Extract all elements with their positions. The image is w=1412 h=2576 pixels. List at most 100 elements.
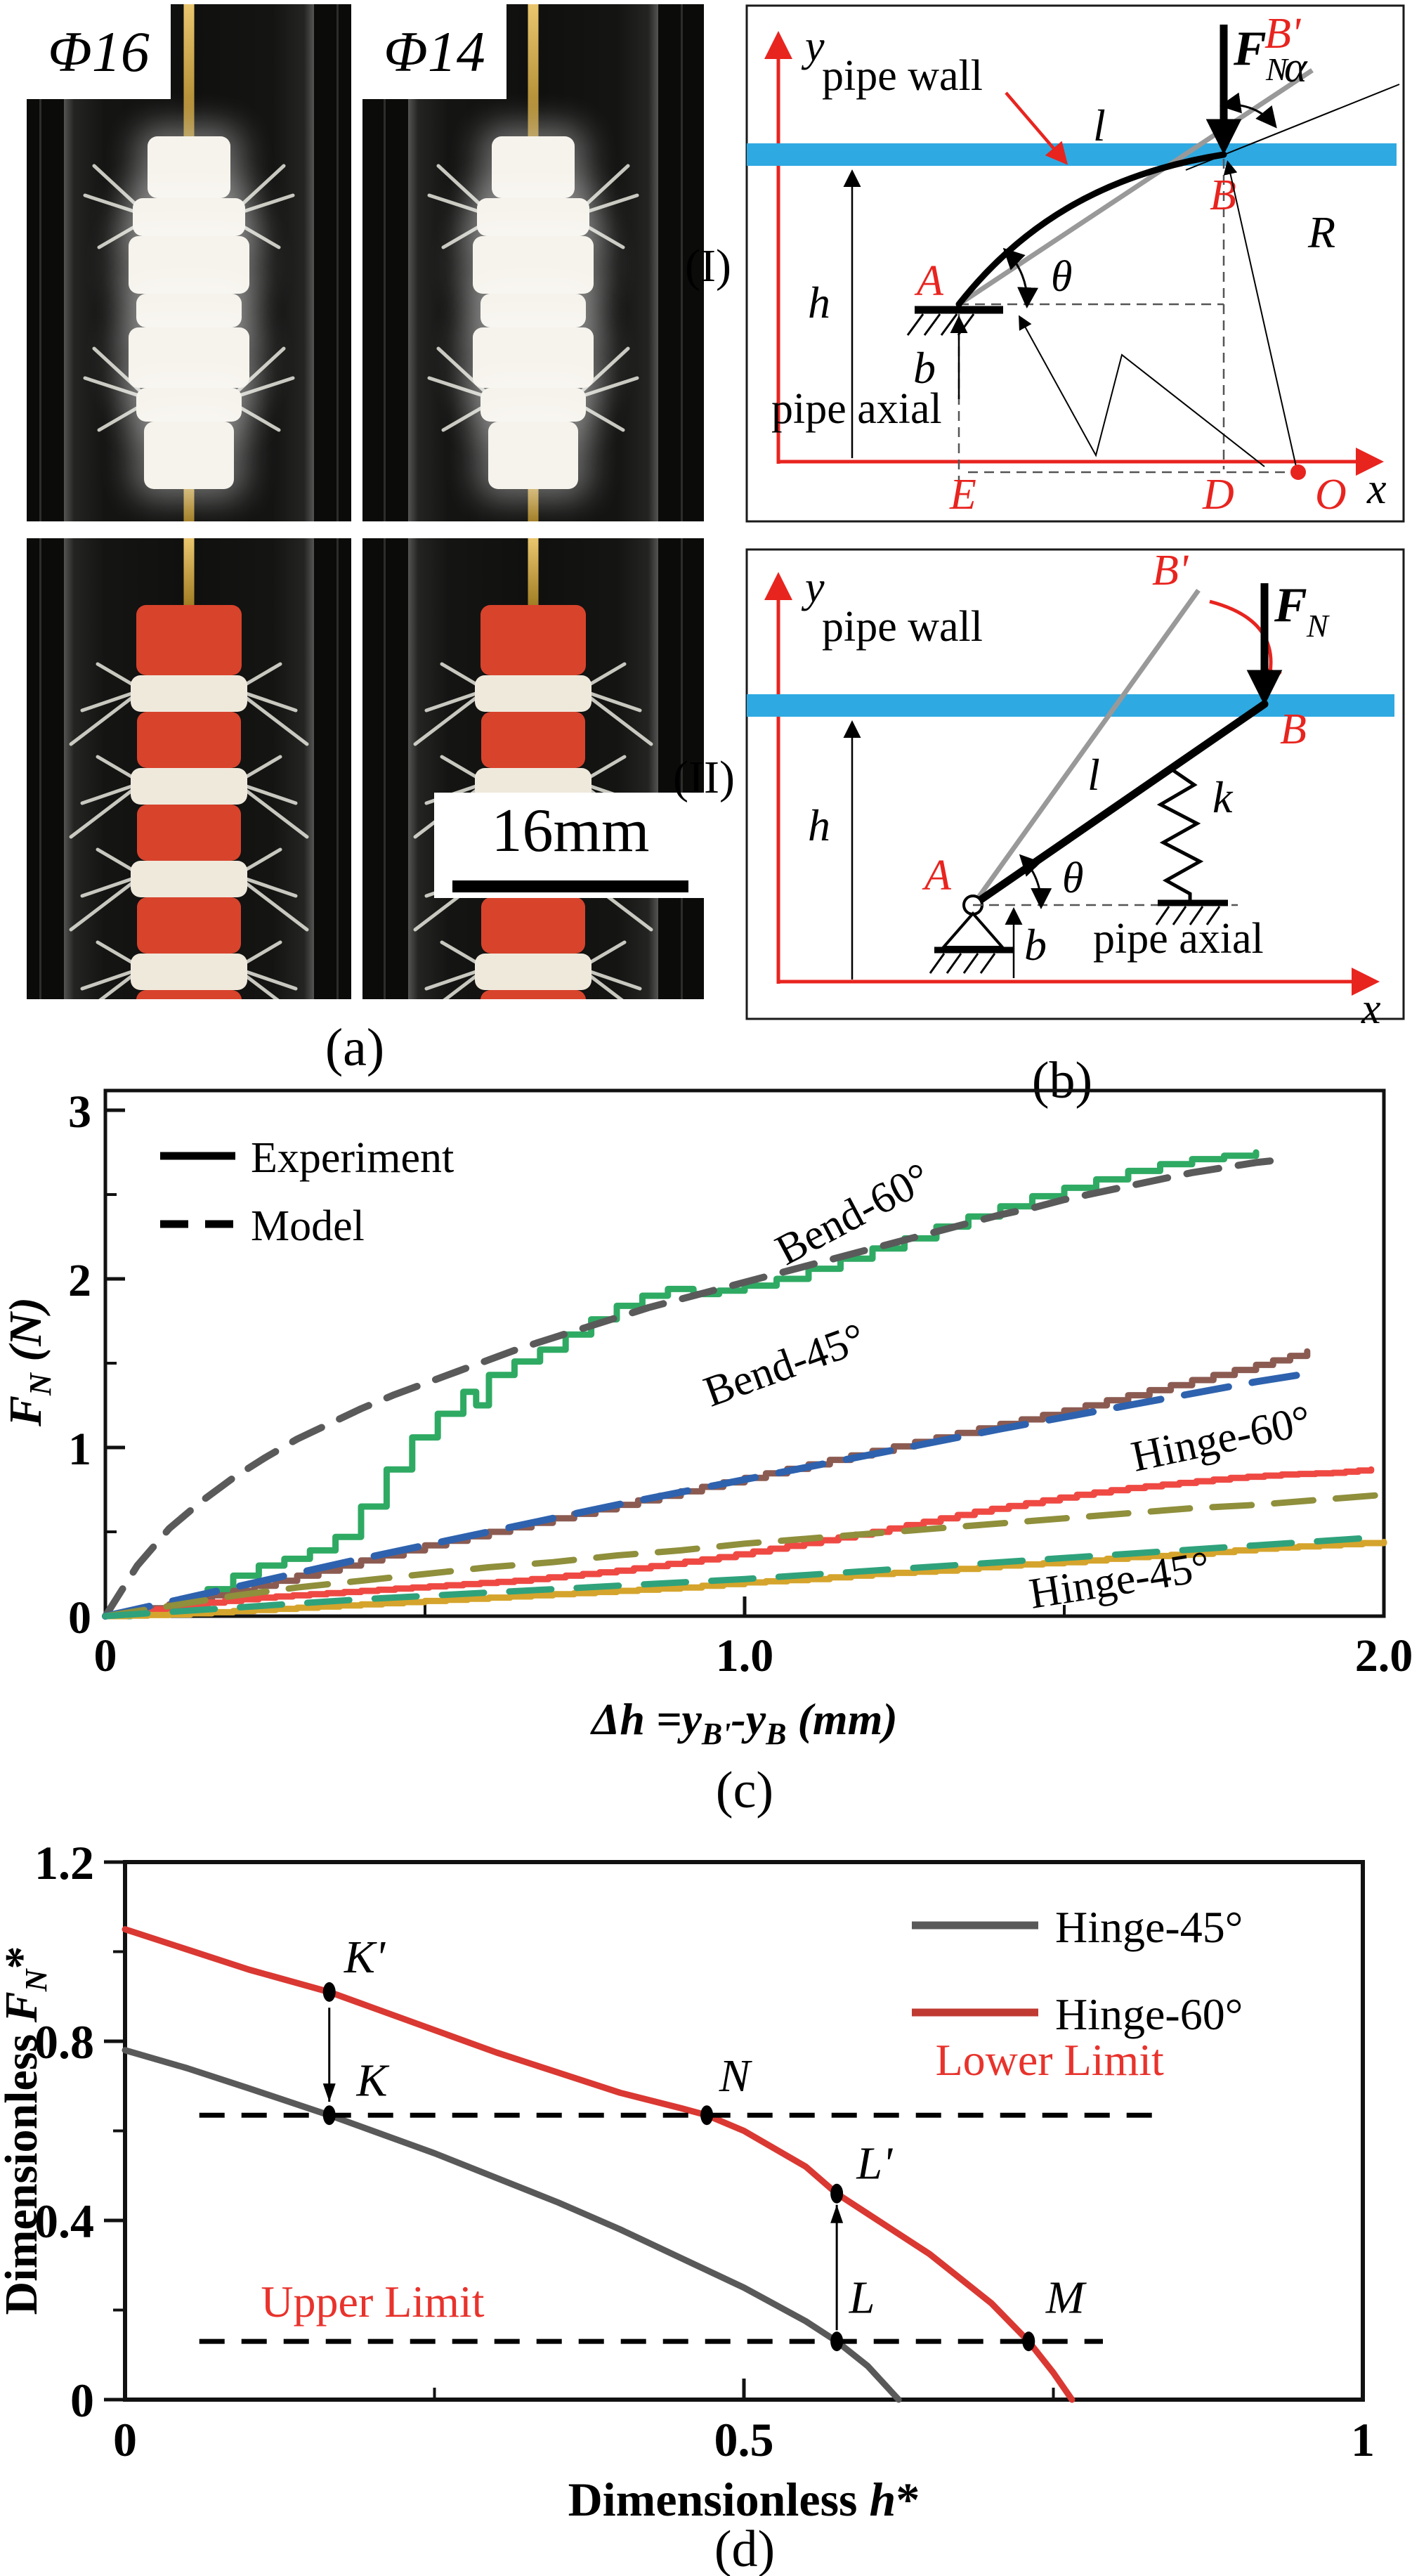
anchor-ring — [131, 768, 247, 805]
series-bend-60-experiment — [102, 1149, 1260, 1620]
y-axis-title: Dimensionless FN* — [0, 1946, 53, 2315]
point-label: K' — [344, 1932, 386, 1983]
y-tick-label: 0 — [70, 2374, 94, 2427]
pipe-axial-label: pipe axial — [1093, 915, 1264, 963]
diagram2-frame — [745, 548, 1405, 1020]
body-segment — [137, 805, 241, 861]
curve-label: Hinge-60° — [1127, 1396, 1315, 1481]
y-axis-title: FN (N) — [0, 1297, 58, 1427]
leg — [236, 874, 298, 898]
anchor-segment — [477, 198, 589, 236]
y-tick-label: 0.4 — [34, 2194, 94, 2248]
support-hatching — [929, 953, 996, 974]
x-tick-label: 0 — [113, 2413, 137, 2466]
leg — [233, 403, 281, 432]
photo-red-unit-left — [27, 538, 351, 999]
b-label: b — [1024, 920, 1047, 970]
leg — [575, 376, 639, 400]
diagram-bend-model: (I) y x pipe wall pipe axial h A B' B l — [685, 4, 1405, 523]
x-tick-label: 0.5 — [714, 2413, 774, 2466]
spring-label: k — [1212, 772, 1234, 822]
anchor-segment — [144, 422, 234, 489]
leg — [69, 786, 138, 839]
y-tick-label: 3 — [68, 1086, 91, 1138]
radius-line — [1223, 160, 1297, 467]
anchor-segment — [481, 388, 586, 422]
leg — [97, 403, 145, 432]
leg — [98, 971, 138, 999]
leg — [236, 164, 286, 210]
diagram2-roman-label: (II) — [674, 752, 735, 803]
legend-label-model: Model — [251, 1202, 365, 1250]
legend-label-experiment: Experiment — [251, 1134, 454, 1182]
pipe-wall-label: pipe wall — [822, 52, 983, 100]
point-label: L' — [856, 2138, 894, 2189]
caption-d: (d) — [714, 2520, 775, 2576]
leg — [236, 689, 298, 713]
force-label: F — [1274, 578, 1307, 632]
diameter-tag: Φ16 — [27, 4, 171, 99]
pipe-outer-wall — [39, 538, 339, 999]
h-label: h — [808, 278, 830, 327]
leg — [83, 376, 148, 400]
leg — [580, 164, 630, 210]
alpha-label: α — [1284, 44, 1308, 91]
point-L — [830, 2331, 844, 2352]
anchor-segment — [136, 294, 242, 327]
leg — [240, 971, 280, 999]
anchor-segment — [129, 236, 249, 294]
point-M — [1022, 2331, 1035, 2352]
drive-rod-top — [183, 538, 195, 606]
b-prime-label: B' — [1264, 10, 1302, 58]
force-sub-label: N — [1265, 51, 1289, 87]
leg — [441, 403, 489, 432]
b-label: b — [913, 343, 936, 393]
x-tick-label: 0 — [94, 1630, 117, 1681]
undeformed-link — [971, 588, 1201, 907]
leg — [413, 693, 482, 746]
alpha-arc — [1220, 92, 1277, 129]
leg — [240, 878, 309, 932]
curve-label: Bend-45° — [698, 1314, 871, 1416]
photo-anchor-unit-phi16: Φ16 — [27, 4, 351, 521]
annotation-arrow-head — [830, 2204, 844, 2223]
y-tick-label: 1.2 — [34, 1836, 94, 1889]
leg — [427, 376, 492, 400]
leg — [584, 693, 653, 746]
leg — [443, 971, 482, 999]
photo-red-unit-right — [362, 538, 704, 999]
point-label: M — [1045, 2272, 1087, 2324]
theta-arc — [1019, 854, 1052, 909]
caption-b: (b) — [1032, 1052, 1092, 1110]
series-hinge-45-experiment — [102, 1538, 1387, 1620]
series-hinge-60-experiment — [102, 1466, 1375, 1620]
body-segment — [481, 897, 585, 954]
tangent-line — [1185, 84, 1400, 171]
drive-rod-top — [528, 538, 539, 606]
body-segment — [481, 990, 586, 999]
leg — [236, 967, 298, 991]
leader-zigzag — [1019, 315, 1265, 467]
y-axis-label: y — [801, 564, 825, 611]
anchor-segment — [492, 136, 575, 198]
annotation-arrow-head — [322, 2083, 336, 2102]
y-tick-label: 1 — [68, 1424, 91, 1475]
point-label: L — [849, 2272, 875, 2324]
point-label: N — [719, 2050, 753, 2102]
leg — [69, 693, 138, 746]
body-segment — [137, 712, 241, 768]
anchor-ring — [131, 675, 247, 712]
diagram-hinge-model: (II) y x pipe wall pipe axial h B' B l F… — [674, 547, 1405, 1110]
x-tick-label: 2.0 — [1355, 1630, 1412, 1681]
panel-a: Φ16 Φ14 16mm (a) — [0, 0, 710, 1096]
anchor-segment — [481, 294, 586, 327]
spring-ground-hatching — [1155, 906, 1221, 925]
anchor-segment — [473, 236, 594, 294]
x-axis-label: x — [1366, 465, 1387, 513]
series-hinge-60- — [122, 1926, 1076, 2403]
leg — [230, 376, 295, 400]
force-sub-label: N — [1306, 608, 1330, 644]
leg — [424, 967, 486, 991]
pipe-wall-bar — [747, 143, 1397, 166]
leg — [69, 878, 138, 932]
